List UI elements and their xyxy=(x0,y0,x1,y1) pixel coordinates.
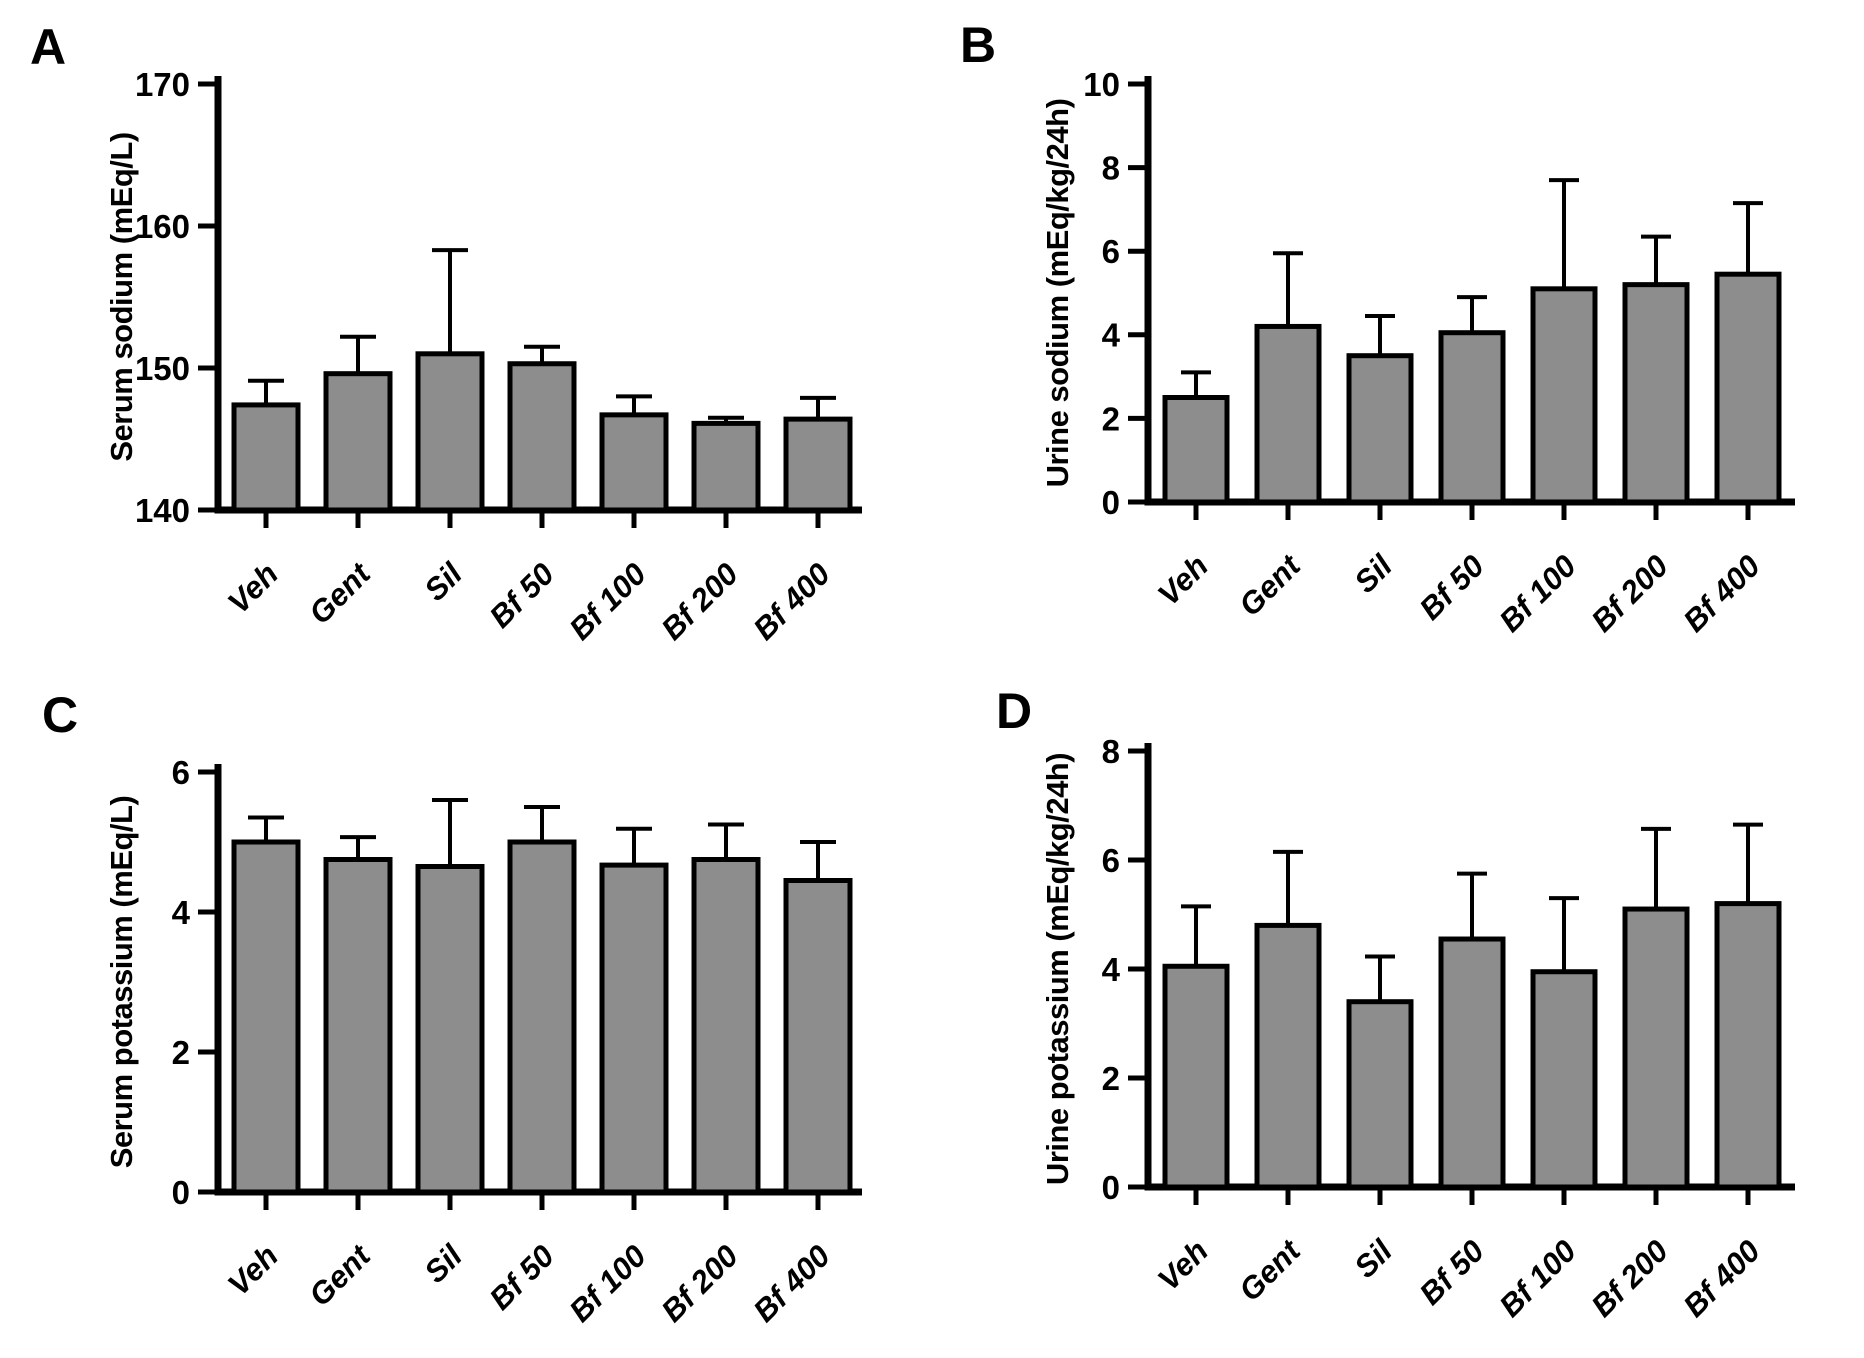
panel-c-x-label-bf-100: Bf 100 xyxy=(562,1238,653,1329)
panel-a-bar-bf-200 xyxy=(691,420,761,513)
panel-b-x-label-gent: Gent xyxy=(1232,547,1308,623)
panel-a-x-label-bf-200: Bf 200 xyxy=(654,556,745,647)
panel-c-letter: C xyxy=(42,687,79,743)
panel-b-bar-gent xyxy=(1254,323,1322,505)
panel-c-x-label-veh: Veh xyxy=(221,1238,285,1302)
panel-d-x-label-bf-200: Bf 200 xyxy=(1584,1233,1675,1324)
panel-b-bar-bf-200 xyxy=(1622,282,1690,505)
panel-c-y-tick-label: 6 xyxy=(172,754,190,791)
panel-b-y-axis-title: Urine sodium (mEq/kg/24h) xyxy=(1040,98,1075,488)
panel-b-y-tick-label: 6 xyxy=(1102,233,1120,270)
panel-c-bar-bf-100 xyxy=(599,862,669,1195)
panel-d-bar-bf-50 xyxy=(1438,936,1506,1190)
panel-a-x-label-veh: Veh xyxy=(221,556,285,620)
panel-b-bar-bf-400 xyxy=(1714,271,1782,505)
panel-d-x-label-veh: Veh xyxy=(1151,1233,1215,1297)
panel-b-bar-bf-50 xyxy=(1438,330,1506,505)
panel-c-bar-veh xyxy=(231,839,301,1195)
panel-d-y-tick-label: 4 xyxy=(1102,951,1121,988)
panel-c-x-label-bf-400: Bf 400 xyxy=(746,1238,837,1329)
panel-c-x-label-bf-200: Bf 200 xyxy=(654,1238,745,1329)
panel-b-bar-veh xyxy=(1162,395,1230,505)
panel-b-bar-bf-100 xyxy=(1530,286,1598,505)
panel-c-bar-gent xyxy=(323,857,393,1195)
panel-a-y-tick-label: 150 xyxy=(135,350,190,387)
panel-b-x-label-bf-400: Bf 400 xyxy=(1676,548,1767,639)
panel-a-letter: A xyxy=(30,19,67,75)
panel-c-bar-bf-50 xyxy=(507,839,577,1195)
panel-c-y-axis-title: Serum potassium (mEq/L) xyxy=(104,795,139,1169)
panel-d-x-label-bf-100: Bf 100 xyxy=(1492,1233,1583,1324)
panel-d-bar-bf-100 xyxy=(1530,969,1598,1190)
panel-d-letter: D xyxy=(996,683,1033,739)
panel-d-bar-sil xyxy=(1346,999,1414,1190)
panel-d-x-label-sil: Sil xyxy=(1347,1232,1400,1285)
panel-d-y-tick-label: 2 xyxy=(1102,1060,1120,1097)
panel-b-letter: B xyxy=(960,17,997,73)
panel-c-bar-bf-400 xyxy=(783,878,853,1195)
panel-a-bar-gent xyxy=(323,371,393,513)
panel-d-y-axis-title: Urine potassium (mEq/kg/24h) xyxy=(1040,752,1075,1186)
panel-d-y-tick-label: 6 xyxy=(1102,842,1120,879)
panel-b-x-label-bf-200: Bf 200 xyxy=(1584,548,1675,639)
panel-c-bar-bf-200 xyxy=(691,857,761,1195)
panel-d-bar-gent xyxy=(1254,922,1322,1190)
panel-a-bar-bf-100 xyxy=(599,412,669,513)
panel-b-y-tick-label: 0 xyxy=(1102,484,1120,521)
panel-c-x-label-gent: Gent xyxy=(302,1237,378,1313)
panel-a-x-label-bf-50: Bf 50 xyxy=(483,556,561,634)
panel-a-bar-sil xyxy=(415,351,485,513)
panel-b-y-tick-label: 8 xyxy=(1102,149,1120,186)
panel-a-x-label-bf-100: Bf 100 xyxy=(562,556,653,647)
panel-c-y-tick-label: 4 xyxy=(172,894,191,931)
panel-d-bar-bf-200 xyxy=(1622,906,1690,1190)
panel-b-x-label-bf-50: Bf 50 xyxy=(1413,548,1491,626)
panel-a-y-axis-title: Serum sodium (mEq/L) xyxy=(104,132,139,462)
panel-a-y-tick-label: 160 xyxy=(135,208,190,245)
panel-a-bar-bf-50 xyxy=(507,361,577,513)
panel-c-x-label-sil: Sil xyxy=(417,1237,470,1290)
panel-d-x-label-bf-50: Bf 50 xyxy=(1413,1233,1491,1311)
panel-b-y-tick-label: 10 xyxy=(1083,66,1120,103)
panel-d-bar-veh xyxy=(1162,963,1230,1190)
panel-b-x-label-veh: Veh xyxy=(1151,548,1215,612)
panel-c-y-tick-label: 0 xyxy=(172,1174,190,1211)
panel-a-x-label-gent: Gent xyxy=(302,555,378,631)
panel-d-bar-bf-400 xyxy=(1714,901,1782,1190)
panel-a-x-label-bf-400: Bf 400 xyxy=(746,556,837,647)
panel-b-y-tick-label: 4 xyxy=(1102,317,1121,354)
panel-c-y-tick-label: 2 xyxy=(172,1034,190,1071)
panel-a-bar-veh xyxy=(231,402,301,513)
panel-d-x-label-bf-400: Bf 400 xyxy=(1676,1233,1767,1324)
panel-d-y-tick-label: 0 xyxy=(1102,1169,1120,1206)
panel-b-bar-sil xyxy=(1346,353,1414,505)
panel-b-y-tick-label: 2 xyxy=(1102,400,1120,437)
panel-d-x-label-gent: Gent xyxy=(1232,1232,1308,1308)
panel-a-y-tick-label: 170 xyxy=(135,66,190,103)
panel-a-y-tick-label: 140 xyxy=(135,492,190,529)
panel-a-x-label-sil: Sil xyxy=(417,555,470,608)
panel-b-x-label-bf-100: Bf 100 xyxy=(1492,548,1583,639)
panel-d-y-tick-label: 8 xyxy=(1102,733,1120,770)
panel-c-x-label-bf-50: Bf 50 xyxy=(483,1238,561,1316)
panel-c-bar-sil xyxy=(415,864,485,1195)
panel-a-bar-bf-400 xyxy=(783,416,853,513)
panel-b-x-label-sil: Sil xyxy=(1347,547,1400,600)
